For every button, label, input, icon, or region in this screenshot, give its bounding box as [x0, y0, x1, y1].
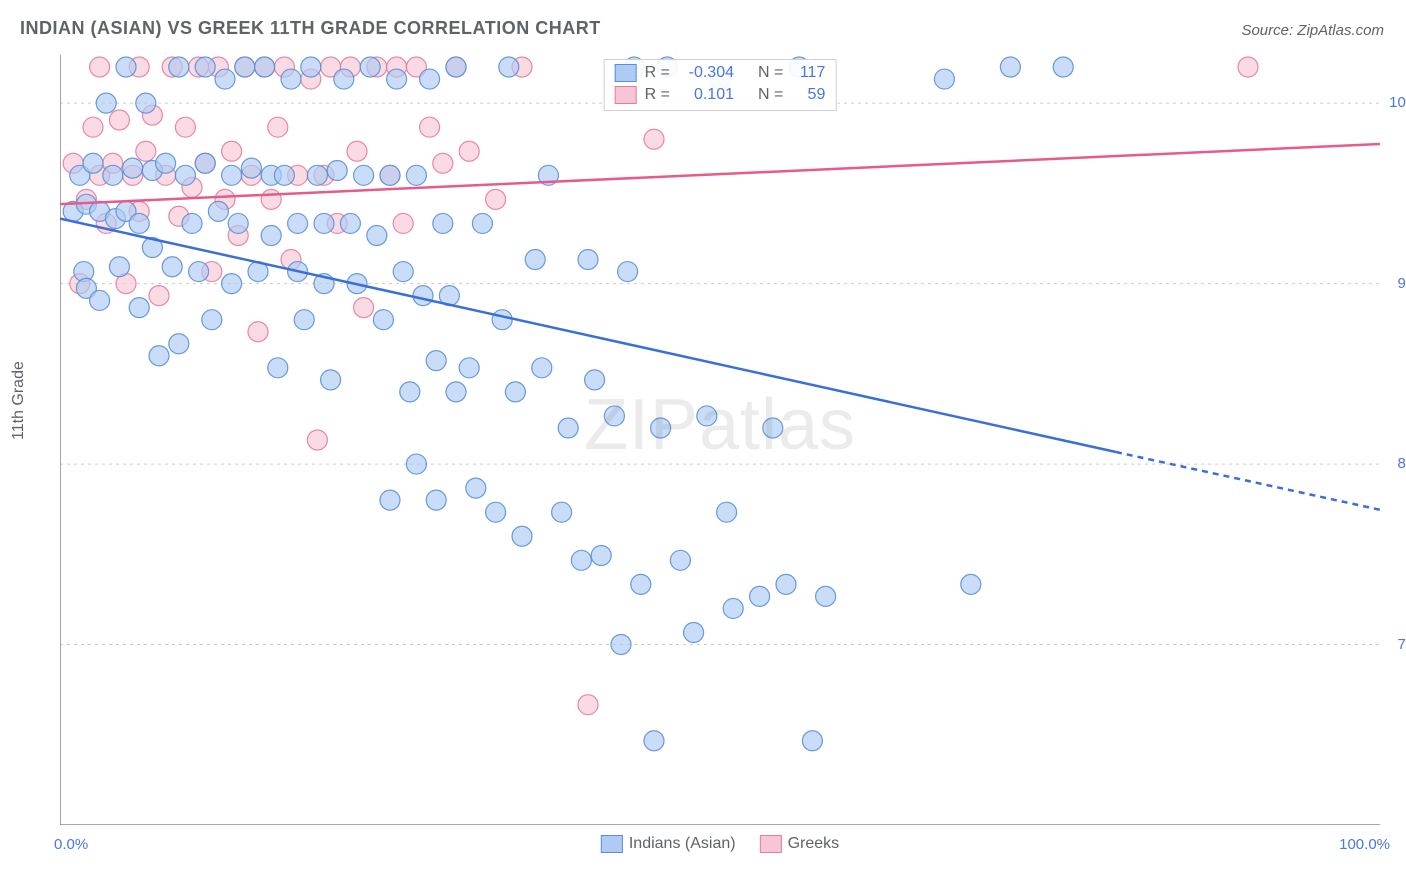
- y-tick-label: 85.0%: [1385, 455, 1406, 472]
- swatch-greeks: [615, 86, 637, 104]
- swatch-indians: [615, 64, 637, 82]
- n-value-indians: 117: [791, 64, 825, 82]
- swatch-greeks: [760, 835, 782, 853]
- series-legend: Indians (Asian) Greeks: [601, 835, 839, 853]
- swatch-indians: [601, 835, 623, 853]
- plot-area: ZIPatlas R = -0.304 N = 117 R = 0.101 N …: [60, 55, 1380, 825]
- legend-item-greeks: Greeks: [760, 835, 840, 853]
- r-value-indians: -0.304: [678, 64, 734, 82]
- y-axis-label: 11th Grade: [10, 361, 28, 440]
- legend-item-indians: Indians (Asian): [601, 835, 736, 853]
- r-label: R =: [645, 64, 670, 82]
- chart-title: INDIAN (ASIAN) VS GREEK 11TH GRADE CORRE…: [20, 18, 601, 39]
- x-min-label: 0.0%: [54, 836, 88, 853]
- n-label: N =: [758, 64, 783, 82]
- y-tick-label: 92.5%: [1385, 275, 1406, 292]
- source-attribution: Source: ZipAtlas.com: [1241, 22, 1384, 39]
- legend-row-indians: R = -0.304 N = 117: [615, 62, 826, 84]
- n-value-greeks: 59: [791, 86, 825, 104]
- y-tick-label: 100.0%: [1385, 94, 1406, 111]
- n-label: N =: [758, 86, 783, 104]
- scatter-plot-svg: [60, 55, 1380, 825]
- x-max-label: 100.0%: [1339, 836, 1390, 853]
- r-value-greeks: 0.101: [678, 86, 734, 104]
- legend-label: Greeks: [788, 835, 840, 853]
- correlation-legend: R = -0.304 N = 117 R = 0.101 N = 59: [604, 59, 837, 111]
- y-tick-label: 77.5%: [1385, 636, 1406, 653]
- legend-row-greeks: R = 0.101 N = 59: [615, 84, 826, 106]
- legend-label: Indians (Asian): [629, 835, 736, 853]
- chart-container: INDIAN (ASIAN) VS GREEK 11TH GRADE CORRE…: [0, 0, 1406, 892]
- r-label: R =: [645, 86, 670, 104]
